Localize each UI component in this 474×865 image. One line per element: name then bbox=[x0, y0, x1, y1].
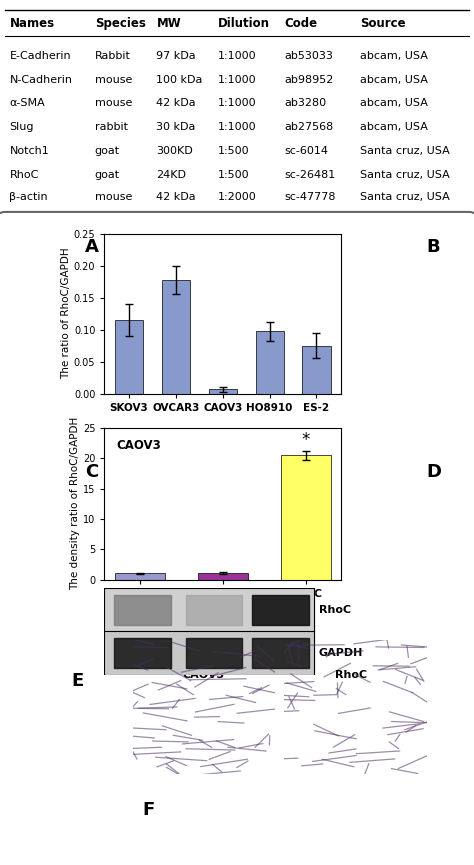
Text: ab27568: ab27568 bbox=[284, 122, 334, 132]
Text: α-SMA: α-SMA bbox=[9, 99, 45, 108]
Bar bbox=[162, 279, 190, 394]
Text: mouse: mouse bbox=[95, 192, 132, 202]
Text: Species: Species bbox=[95, 17, 146, 30]
Text: Notch1: Notch1 bbox=[9, 146, 49, 157]
Text: β-actin: β-actin bbox=[9, 192, 48, 202]
Text: Dilution: Dilution bbox=[218, 17, 270, 30]
Text: ab53033: ab53033 bbox=[284, 51, 333, 61]
Bar bbox=[252, 638, 309, 668]
Text: 1:2000: 1:2000 bbox=[218, 192, 257, 202]
Text: D: D bbox=[427, 464, 442, 481]
Bar bbox=[252, 595, 309, 625]
Text: 1:1000: 1:1000 bbox=[218, 99, 256, 108]
Text: 300KD: 300KD bbox=[156, 146, 193, 157]
Text: GAPDH: GAPDH bbox=[319, 648, 363, 658]
Text: RhoC: RhoC bbox=[9, 170, 39, 180]
Bar bbox=[302, 345, 330, 394]
Text: 100 kDa: 100 kDa bbox=[156, 74, 203, 85]
Text: C: C bbox=[85, 464, 99, 481]
Text: E: E bbox=[71, 672, 83, 690]
Text: 1:500: 1:500 bbox=[218, 146, 250, 157]
Bar bbox=[115, 573, 165, 580]
Bar bbox=[198, 573, 247, 580]
FancyBboxPatch shape bbox=[0, 212, 474, 865]
Text: 42 kDa: 42 kDa bbox=[156, 99, 196, 108]
Text: 1:1000: 1:1000 bbox=[218, 51, 256, 61]
Text: Source: Source bbox=[360, 17, 406, 30]
Text: abcam, USA: abcam, USA bbox=[360, 51, 428, 61]
Text: *: * bbox=[301, 432, 310, 450]
Text: Names: Names bbox=[9, 17, 55, 30]
Text: goat: goat bbox=[95, 146, 120, 157]
Bar bbox=[104, 588, 314, 631]
Text: rabbit: rabbit bbox=[95, 122, 128, 132]
Bar bbox=[115, 320, 143, 394]
Bar bbox=[104, 631, 314, 675]
Text: N-Cadherin: N-Cadherin bbox=[9, 74, 73, 85]
Bar bbox=[186, 595, 242, 625]
Text: RhoC: RhoC bbox=[319, 605, 351, 615]
Text: 1:1000: 1:1000 bbox=[218, 122, 256, 132]
Text: sc-47778: sc-47778 bbox=[284, 192, 336, 202]
Text: mouse: mouse bbox=[95, 99, 132, 108]
Text: mouse: mouse bbox=[95, 74, 132, 85]
Text: Code: Code bbox=[284, 17, 318, 30]
Text: 1:500: 1:500 bbox=[218, 170, 250, 180]
Text: 42 kDa: 42 kDa bbox=[156, 192, 196, 202]
Text: CAOV3: CAOV3 bbox=[116, 439, 161, 452]
Bar bbox=[255, 331, 283, 394]
Text: Santa cruz, USA: Santa cruz, USA bbox=[360, 146, 450, 157]
Text: CAOV3: CAOV3 bbox=[183, 670, 225, 681]
Text: 97 kDa: 97 kDa bbox=[156, 51, 196, 61]
Text: ab98952: ab98952 bbox=[284, 74, 334, 85]
Text: Santa cruz, USA: Santa cruz, USA bbox=[360, 192, 450, 202]
Bar bbox=[209, 389, 237, 394]
Text: 24KD: 24KD bbox=[156, 170, 186, 180]
Text: B: B bbox=[427, 238, 440, 256]
Text: MW: MW bbox=[156, 17, 181, 30]
Text: A: A bbox=[85, 238, 99, 256]
Text: Rabbit: Rabbit bbox=[95, 51, 131, 61]
Text: sc-6014: sc-6014 bbox=[284, 146, 328, 157]
Bar bbox=[114, 638, 171, 668]
Text: F: F bbox=[142, 801, 155, 819]
Text: E-Cadherin: E-Cadherin bbox=[9, 51, 71, 61]
Text: abcam, USA: abcam, USA bbox=[360, 74, 428, 85]
Text: abcam, USA: abcam, USA bbox=[360, 122, 428, 132]
Text: ab3280: ab3280 bbox=[284, 99, 327, 108]
Bar bbox=[281, 455, 330, 580]
Text: 30 kDa: 30 kDa bbox=[156, 122, 196, 132]
Text: abcam, USA: abcam, USA bbox=[360, 99, 428, 108]
Y-axis label: The ratio of RhoC/GAPDH: The ratio of RhoC/GAPDH bbox=[61, 247, 71, 380]
Text: sc-26481: sc-26481 bbox=[284, 170, 336, 180]
Text: Slug: Slug bbox=[9, 122, 34, 132]
Y-axis label: The density ratio of RhoC/GAPDH: The density ratio of RhoC/GAPDH bbox=[70, 417, 80, 591]
Text: RhoC: RhoC bbox=[335, 670, 367, 681]
Bar bbox=[114, 595, 171, 625]
Text: 1:1000: 1:1000 bbox=[218, 74, 256, 85]
Bar bbox=[186, 638, 242, 668]
Text: Santa cruz, USA: Santa cruz, USA bbox=[360, 170, 450, 180]
Text: goat: goat bbox=[95, 170, 120, 180]
